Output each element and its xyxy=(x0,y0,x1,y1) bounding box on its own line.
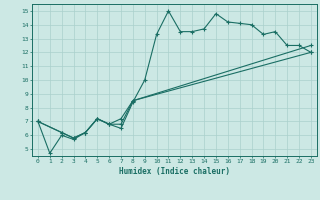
X-axis label: Humidex (Indice chaleur): Humidex (Indice chaleur) xyxy=(119,167,230,176)
